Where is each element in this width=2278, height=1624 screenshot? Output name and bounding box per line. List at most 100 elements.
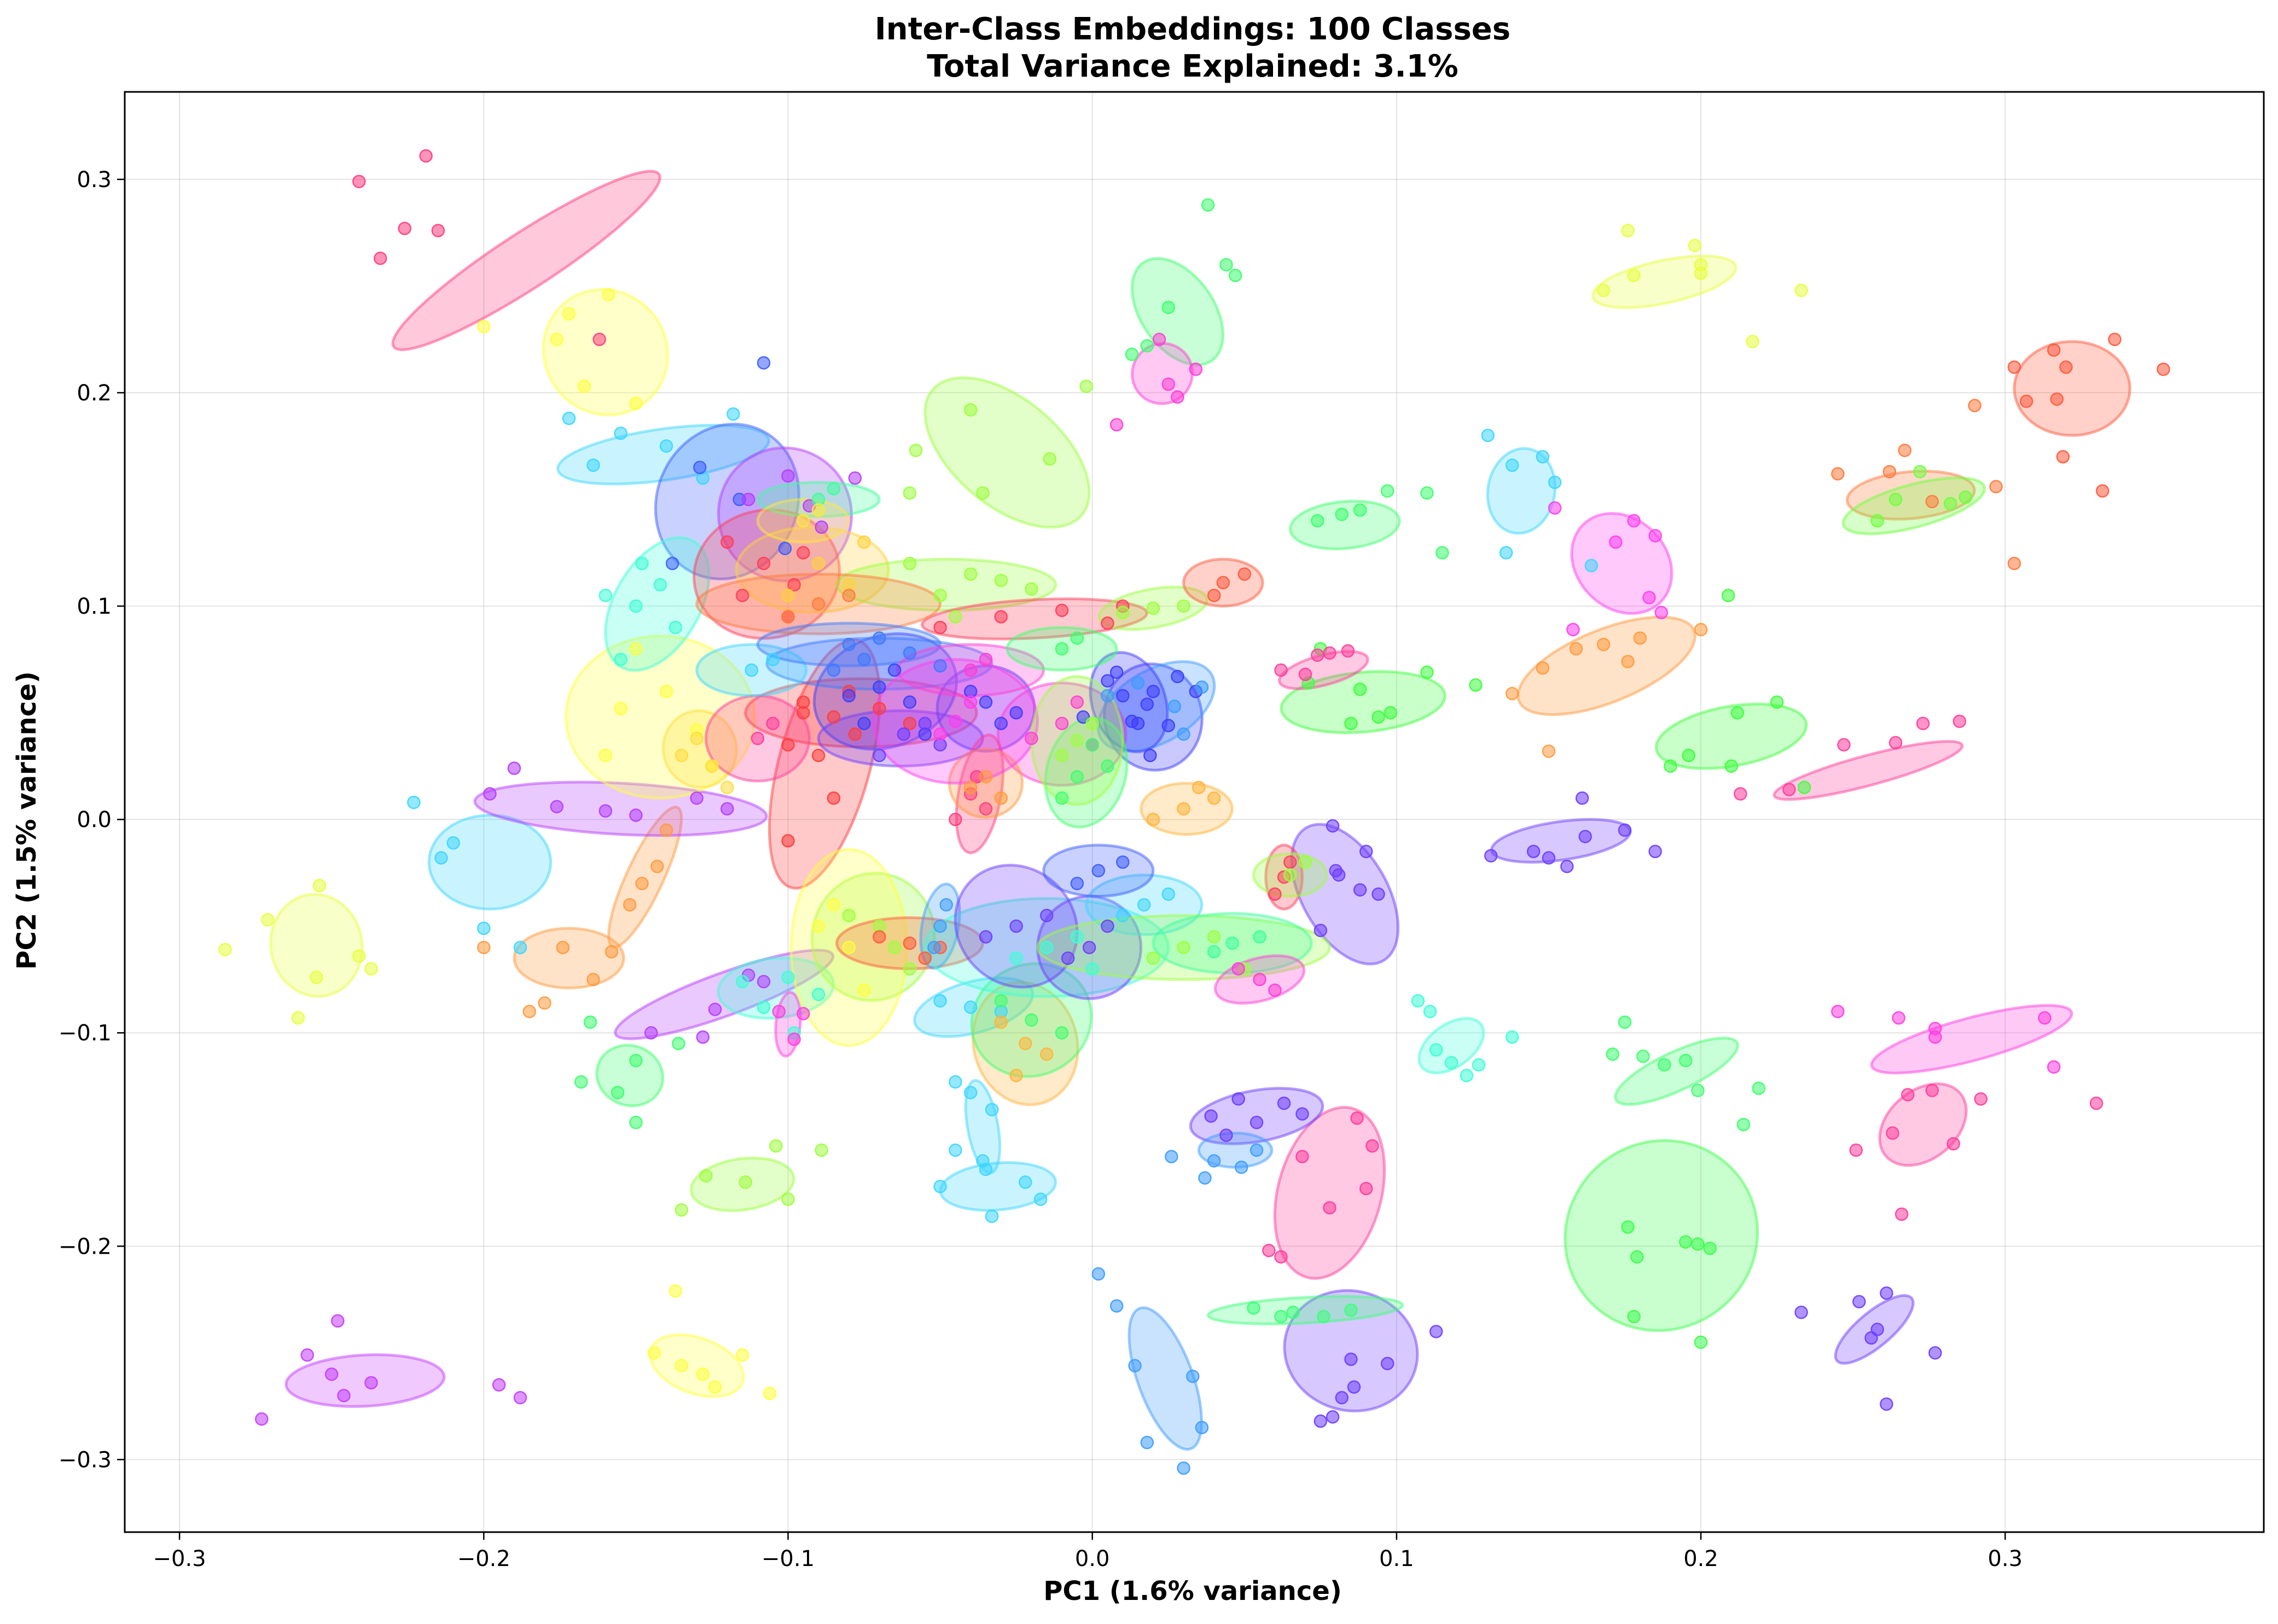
data-point	[669, 1284, 682, 1298]
data-point	[1225, 936, 1239, 950]
data-point	[2047, 1060, 2061, 1074]
data-point	[364, 962, 378, 976]
data-point	[827, 663, 841, 677]
data-point	[218, 942, 232, 957]
data-point	[586, 973, 600, 986]
data-point	[1298, 667, 1312, 682]
data-point	[1898, 444, 1911, 457]
data-point	[1974, 1092, 1988, 1106]
data-point	[815, 1143, 828, 1157]
data-point	[2050, 392, 2064, 406]
data-point	[873, 748, 886, 762]
data-point	[2089, 1096, 2103, 1110]
data-point	[1794, 283, 1808, 298]
class-ellipse	[768, 638, 881, 890]
data-point	[352, 949, 366, 963]
data-point	[605, 945, 619, 959]
data-point	[1009, 919, 1023, 933]
data-point	[261, 913, 275, 927]
class-ellipse	[391, 170, 661, 351]
data-point	[1161, 887, 1175, 901]
data-point	[1314, 1414, 1328, 1428]
data-point	[745, 663, 758, 677]
data-point	[629, 599, 643, 613]
data-point	[1009, 1068, 1023, 1082]
data-point	[815, 520, 828, 534]
data-point	[337, 1389, 351, 1402]
data-point	[1341, 644, 1355, 658]
data-point	[1423, 1004, 1437, 1018]
data-point	[556, 940, 570, 954]
data-point	[1691, 1084, 1705, 1097]
data-point	[797, 706, 810, 720]
data-point	[1353, 883, 1367, 897]
data-point	[1295, 1150, 1309, 1163]
data-point	[1916, 717, 1930, 730]
data-point	[1380, 1357, 1394, 1371]
data-point	[1195, 680, 1209, 694]
data-point	[1207, 791, 1221, 805]
data-point	[477, 319, 491, 334]
data-point	[976, 486, 990, 500]
data-point	[1140, 697, 1154, 711]
data-point	[985, 1103, 999, 1116]
data-point	[781, 834, 795, 848]
data-point	[1484, 849, 1498, 863]
data-point	[848, 471, 862, 485]
data-point	[577, 380, 591, 393]
data-point	[1678, 1053, 1693, 1068]
data-point	[1250, 1143, 1264, 1157]
data-point	[842, 589, 856, 602]
data-point	[857, 717, 871, 730]
data-point	[699, 1169, 713, 1183]
data-point	[1161, 300, 1175, 315]
data-point	[1566, 622, 1580, 637]
data-point	[857, 535, 871, 549]
data-point	[1326, 1410, 1340, 1424]
data-point	[1691, 1237, 1705, 1251]
data-point	[434, 851, 448, 865]
data-point	[1128, 1359, 1142, 1372]
data-point	[1326, 819, 1340, 833]
data-point	[1575, 791, 1589, 805]
data-point	[1146, 951, 1160, 965]
data-point	[873, 930, 886, 944]
data-point	[963, 663, 978, 677]
data-point	[1618, 1015, 1632, 1029]
data-point	[1888, 492, 1903, 507]
data-point	[811, 503, 826, 517]
data-point	[1578, 830, 1592, 843]
data-point	[1870, 514, 1884, 528]
data-point	[1882, 465, 1897, 479]
data-point	[675, 748, 689, 762]
grid-layer	[125, 92, 2264, 1532]
data-point	[1460, 1068, 1474, 1082]
data-point	[550, 333, 564, 346]
data-point	[1039, 909, 1054, 922]
data-point	[1526, 845, 1541, 858]
data-point	[1061, 951, 1075, 965]
data-point	[708, 1003, 722, 1016]
data-point	[1335, 508, 1349, 521]
data-point	[1880, 1286, 1893, 1300]
data-point	[1177, 940, 1190, 954]
data-point	[1186, 1369, 1200, 1383]
data-point	[1167, 700, 1182, 713]
class-ellipse	[923, 376, 1091, 529]
data-point	[1082, 940, 1096, 954]
data-point	[611, 1086, 625, 1099]
y-tick-label: −0.3	[59, 1447, 112, 1472]
data-point	[644, 1026, 658, 1040]
data-point	[720, 781, 734, 794]
data-point	[1085, 738, 1099, 752]
data-point	[887, 663, 902, 677]
class-ellipse	[1283, 1289, 1419, 1413]
data-point	[705, 759, 719, 773]
data-point	[635, 556, 649, 571]
data-point	[933, 1179, 947, 1194]
class-ellipse	[1564, 1139, 1759, 1332]
data-point	[1584, 558, 1599, 573]
data-point	[1636, 1049, 1650, 1063]
data-point	[949, 610, 962, 624]
data-point	[787, 1032, 801, 1046]
